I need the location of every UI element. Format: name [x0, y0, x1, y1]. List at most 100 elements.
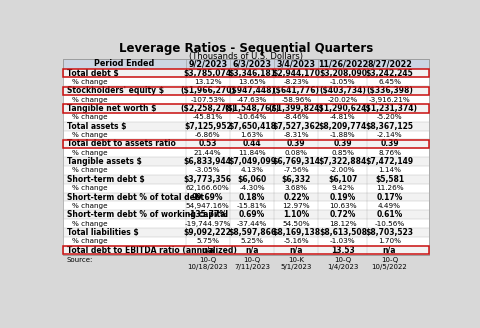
Text: 13.12%: 13.12%	[194, 79, 222, 85]
Text: -1.88%: -1.88%	[330, 132, 356, 138]
Bar	[63, 166, 429, 175]
Bar	[63, 69, 429, 77]
Text: 1.70%: 1.70%	[378, 238, 401, 244]
Text: 11/26/2022: 11/26/2022	[318, 59, 368, 68]
Text: -58.96%: -58.96%	[281, 97, 312, 103]
Bar	[63, 59, 429, 69]
Bar	[63, 104, 429, 113]
Text: 0.39: 0.39	[287, 139, 306, 148]
Bar	[63, 246, 429, 255]
Bar	[63, 175, 429, 184]
Bar	[63, 113, 429, 122]
Text: -8.46%: -8.46%	[284, 114, 309, 120]
Text: $5,581: $5,581	[375, 175, 404, 184]
Text: ($1,966,270): ($1,966,270)	[180, 86, 235, 95]
Text: 10-Q
10/18/2023: 10-Q 10/18/2023	[188, 257, 228, 270]
Text: 0.18%: 0.18%	[239, 193, 265, 201]
Text: 4.13%: 4.13%	[240, 168, 264, 174]
Text: -19,744.97%: -19,744.97%	[185, 221, 231, 227]
Text: -15.81%: -15.81%	[237, 203, 267, 209]
Text: n/a: n/a	[201, 246, 215, 255]
Bar	[63, 184, 429, 193]
Text: $8,169,138: $8,169,138	[272, 228, 320, 237]
Text: 0.61%: 0.61%	[376, 210, 403, 219]
Text: % change: % change	[72, 79, 108, 85]
Text: 1.10%: 1.10%	[283, 210, 310, 219]
Text: -10.64%: -10.64%	[237, 114, 267, 120]
Text: n/a: n/a	[289, 246, 303, 255]
Text: 62,166.60%: 62,166.60%	[186, 185, 229, 191]
Text: -3,916.21%: -3,916.21%	[369, 97, 410, 103]
Text: Total liabilities $: Total liabilities $	[67, 228, 139, 237]
Text: ($1,290,624): ($1,290,624)	[315, 104, 371, 113]
Text: 9.42%: 9.42%	[331, 185, 354, 191]
Text: 5.75%: 5.75%	[196, 238, 219, 244]
Text: ($2,258,278): ($2,258,278)	[180, 104, 235, 113]
Bar	[63, 228, 429, 237]
Text: % change: % change	[72, 150, 108, 156]
Text: 0.44: 0.44	[243, 139, 261, 148]
Text: -4.30%: -4.30%	[239, 185, 265, 191]
Bar	[63, 69, 429, 77]
Text: % change: % change	[72, 185, 108, 191]
Text: 3/4/2023: 3/4/2023	[277, 59, 316, 68]
Text: % change: % change	[72, 238, 108, 244]
Text: 0.17%: 0.17%	[376, 193, 403, 201]
Text: Short-term debt % of working capital: Short-term debt % of working capital	[67, 210, 228, 219]
Text: -45.81%: -45.81%	[192, 114, 223, 120]
Text: Total assets $: Total assets $	[67, 122, 126, 131]
Bar	[63, 201, 429, 210]
Bar	[63, 139, 429, 148]
Bar	[63, 104, 429, 113]
Text: $6,769,314: $6,769,314	[272, 157, 320, 166]
Text: -3.05%: -3.05%	[195, 168, 221, 174]
Text: 0.19%: 0.19%	[330, 193, 356, 201]
Text: $7,472,149: $7,472,149	[365, 157, 414, 166]
Text: % change: % change	[72, 132, 108, 138]
Bar	[63, 77, 429, 86]
Bar	[63, 95, 429, 104]
Text: -4.81%: -4.81%	[330, 114, 356, 120]
Bar	[63, 193, 429, 201]
Text: 8.76%: 8.76%	[378, 150, 401, 156]
Text: -8.23%: -8.23%	[284, 79, 309, 85]
Text: Stockholders' equity $: Stockholders' equity $	[67, 86, 164, 95]
Text: 13.65%: 13.65%	[238, 79, 266, 85]
Text: 13.53: 13.53	[331, 246, 355, 255]
Text: $8,613,508: $8,613,508	[319, 228, 367, 237]
Text: n/a: n/a	[383, 246, 396, 255]
Text: 9/2/2023: 9/2/2023	[188, 59, 228, 68]
Text: 0.72%: 0.72%	[330, 210, 356, 219]
Text: -10.56%: -10.56%	[374, 221, 405, 227]
Text: 10-Q
7/11/2023: 10-Q 7/11/2023	[234, 257, 270, 270]
Text: ($336,398): ($336,398)	[366, 86, 413, 95]
Text: Total debt to EBITDA ratio (annualized): Total debt to EBITDA ratio (annualized)	[67, 246, 237, 255]
Bar	[63, 140, 429, 148]
Text: -2.00%: -2.00%	[330, 168, 356, 174]
Text: $6,332: $6,332	[282, 175, 311, 184]
Text: $6,060: $6,060	[238, 175, 267, 184]
Text: 0.69%: 0.69%	[239, 210, 265, 219]
Text: ($403,734): ($403,734)	[320, 86, 366, 95]
Bar	[63, 157, 429, 166]
Text: $9,092,222: $9,092,222	[184, 228, 232, 237]
Text: 3.68%: 3.68%	[285, 185, 308, 191]
Text: -8.31%: -8.31%	[284, 132, 309, 138]
Text: 6.45%: 6.45%	[378, 79, 401, 85]
Text: -20.02%: -20.02%	[328, 97, 358, 103]
Text: -5.16%: -5.16%	[284, 238, 309, 244]
Bar	[63, 148, 429, 157]
Text: -1.03%: -1.03%	[330, 238, 356, 244]
Text: -135.77%: -135.77%	[188, 210, 228, 219]
Bar	[63, 86, 429, 95]
Text: (Thousands of U.S. Dollars): (Thousands of U.S. Dollars)	[189, 52, 303, 61]
Bar	[63, 122, 429, 131]
Text: $3,242,245: $3,242,245	[366, 69, 413, 77]
Text: $8,367,125: $8,367,125	[366, 122, 414, 131]
Bar	[63, 219, 429, 228]
Text: % change: % change	[72, 221, 108, 227]
Text: $7,527,362: $7,527,362	[272, 122, 320, 131]
Text: 0.39: 0.39	[334, 139, 352, 148]
Text: $2,944,170: $2,944,170	[272, 69, 320, 77]
Text: $7,125,952: $7,125,952	[184, 122, 232, 131]
